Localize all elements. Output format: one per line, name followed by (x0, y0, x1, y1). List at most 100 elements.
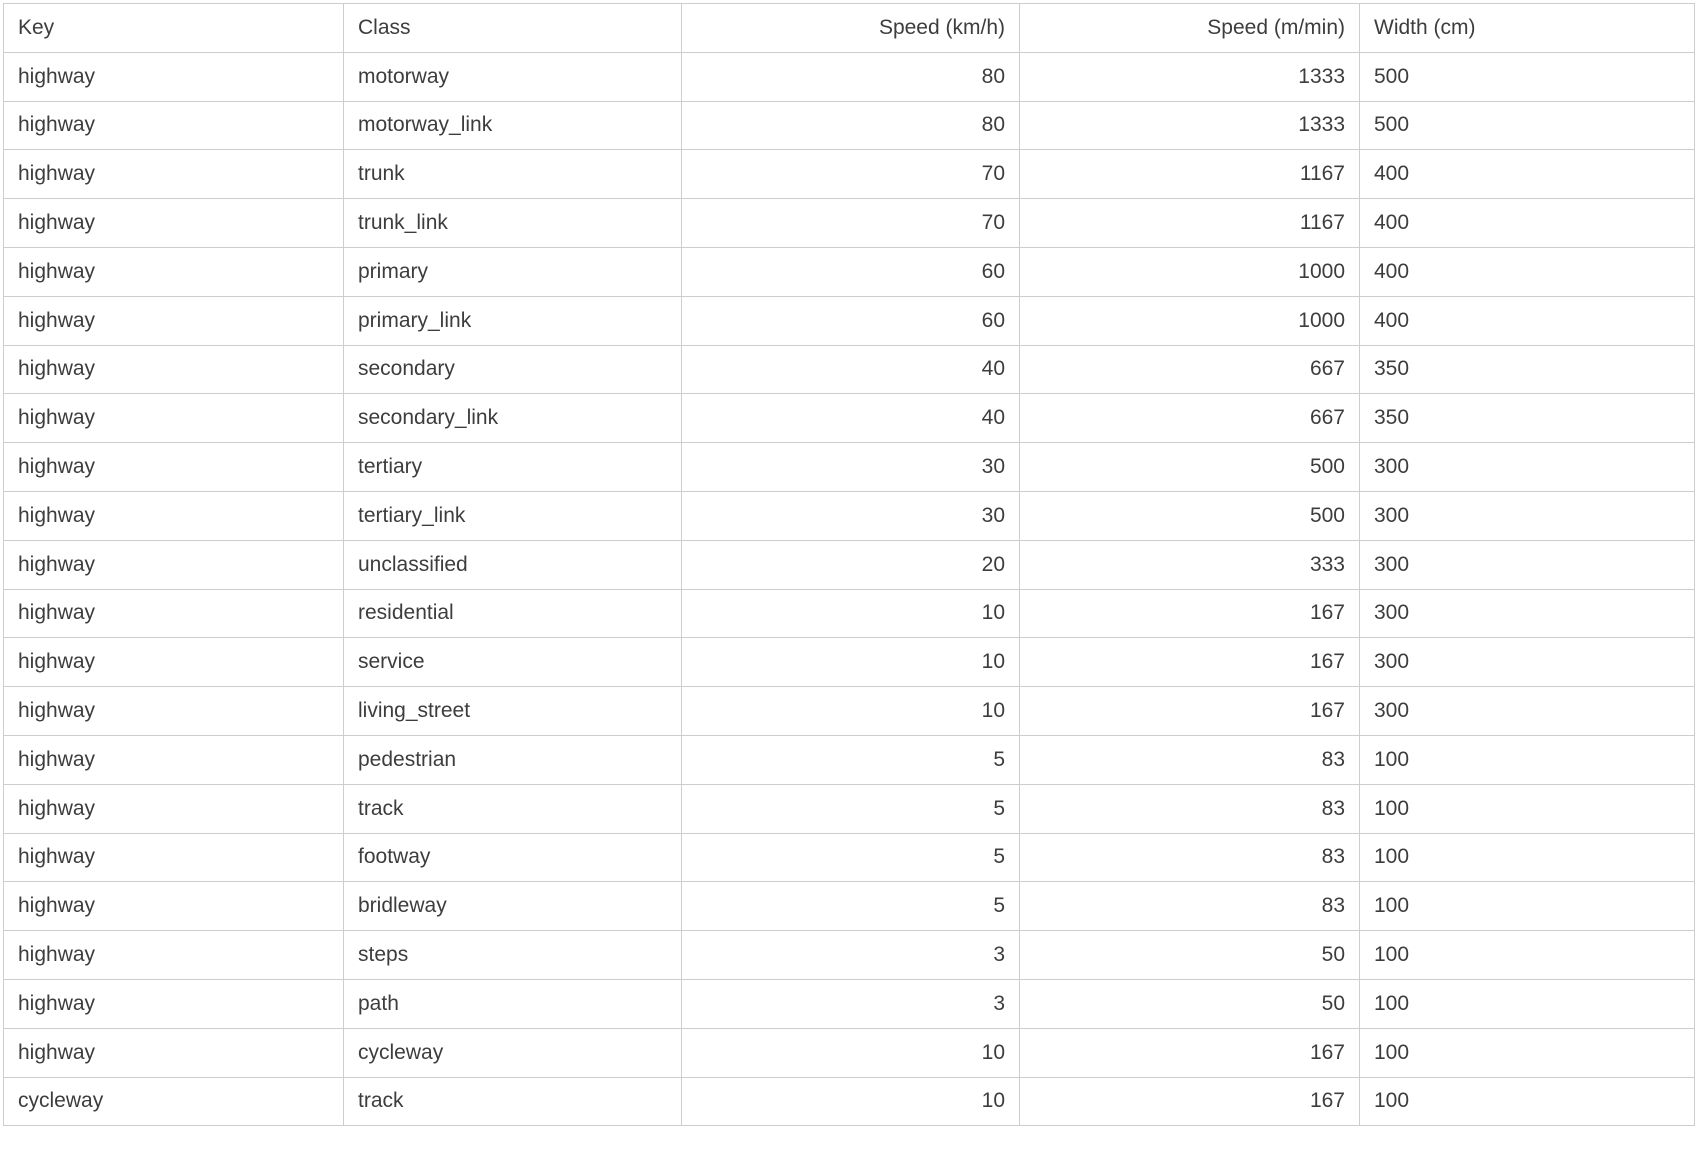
cell-key: highway (3, 490, 344, 541)
cell-width-cm: 400 (1359, 246, 1695, 297)
cell-speed-kmh: 40 (681, 344, 1020, 395)
cell-speed-kmh: 80 (681, 100, 1020, 151)
cell-width-cm: 350 (1359, 393, 1695, 444)
cell-speed-kmh: 10 (681, 1027, 1020, 1078)
cell-speed-mmin: 167 (1019, 1027, 1360, 1078)
cell-class: secondary_link (343, 393, 682, 444)
cell-speed-mmin: 167 (1019, 588, 1360, 639)
cell-width-cm: 500 (1359, 51, 1695, 102)
cell-key: highway (3, 295, 344, 346)
cell-key: highway (3, 734, 344, 785)
table-row: highway path 3 50 100 (3, 978, 1695, 1029)
table-row: highway secondary_link 40 667 350 (3, 393, 1695, 444)
cell-width-cm: 100 (1359, 734, 1695, 785)
cell-speed-mmin: 1333 (1019, 100, 1360, 151)
header-row: Key Class Speed (km/h) Speed (m/min) Width (… (3, 3, 1695, 53)
cell-width-cm: 300 (1359, 539, 1695, 590)
column-header-width-cm: Width (cm) (1359, 3, 1695, 53)
cell-speed-mmin: 50 (1019, 978, 1360, 1029)
table-row: highway steps 3 50 100 (3, 930, 1695, 980)
cell-width-cm: 100 (1359, 832, 1695, 883)
cell-key: highway (3, 149, 344, 200)
cell-key: highway (3, 783, 344, 834)
table-row: highway primary 60 1000 400 (3, 246, 1695, 297)
cell-key: highway (3, 344, 344, 395)
cell-class: secondary (343, 344, 682, 395)
cell-speed-mmin: 1333 (1019, 51, 1360, 102)
cell-speed-kmh: 20 (681, 539, 1020, 590)
table-row: highway trunk 70 1167 400 (3, 149, 1695, 200)
column-header-class: Class (343, 3, 682, 53)
cell-class: primary_link (343, 295, 682, 346)
cell-speed-mmin: 667 (1019, 344, 1360, 395)
cell-width-cm: 300 (1359, 442, 1695, 492)
cell-speed-mmin: 1167 (1019, 198, 1360, 248)
table-row: cycleway track 10 167 100 (3, 1076, 1695, 1127)
cell-class: unclassified (343, 539, 682, 590)
cell-key: highway (3, 1027, 344, 1078)
cell-speed-kmh: 10 (681, 1076, 1020, 1127)
column-header-speed-kmh: Speed (km/h) (681, 3, 1020, 53)
cell-class: path (343, 978, 682, 1029)
cell-speed-kmh: 5 (681, 734, 1020, 785)
cell-speed-mmin: 167 (1019, 1076, 1360, 1127)
table-row: highway secondary 40 667 350 (3, 344, 1695, 395)
cell-class: trunk (343, 149, 682, 200)
table-row: highway bridleway 5 83 100 (3, 881, 1695, 932)
table-row: highway pedestrian 5 83 100 (3, 734, 1695, 785)
cell-class: service (343, 637, 682, 688)
table-row: highway residential 10 167 300 (3, 588, 1695, 639)
cell-width-cm: 300 (1359, 686, 1695, 736)
cell-width-cm: 100 (1359, 881, 1695, 932)
table-row: highway motorway 80 1333 500 (3, 51, 1695, 102)
cell-key: highway (3, 978, 344, 1029)
cell-class: trunk_link (343, 198, 682, 248)
cell-key: cycleway (3, 1076, 344, 1127)
cell-key: highway (3, 930, 344, 980)
cell-width-cm: 100 (1359, 1076, 1695, 1127)
cell-class: cycleway (343, 1027, 682, 1078)
table-row: highway motorway_link 80 1333 500 (3, 100, 1695, 151)
cell-speed-mmin: 500 (1019, 490, 1360, 541)
cell-speed-kmh: 3 (681, 978, 1020, 1029)
cell-speed-mmin: 83 (1019, 881, 1360, 932)
cell-speed-kmh: 5 (681, 783, 1020, 834)
cell-speed-mmin: 167 (1019, 686, 1360, 736)
cell-class: living_street (343, 686, 682, 736)
cell-speed-mmin: 667 (1019, 393, 1360, 444)
cell-width-cm: 500 (1359, 100, 1695, 151)
cell-speed-kmh: 60 (681, 246, 1020, 297)
cell-speed-mmin: 1000 (1019, 246, 1360, 297)
cell-width-cm: 300 (1359, 490, 1695, 541)
cell-width-cm: 350 (1359, 344, 1695, 395)
cell-width-cm: 400 (1359, 198, 1695, 248)
table-row: highway living_street 10 167 300 (3, 686, 1695, 736)
table-row: highway tertiary_link 30 500 300 (3, 490, 1695, 541)
cell-width-cm: 100 (1359, 930, 1695, 980)
table-row: highway trunk_link 70 1167 400 (3, 198, 1695, 248)
table-header: Key Class Speed (km/h) Speed (m/min) Width (… (3, 3, 1695, 53)
cell-speed-kmh: 10 (681, 686, 1020, 736)
cell-speed-kmh: 30 (681, 442, 1020, 492)
cell-speed-kmh: 10 (681, 588, 1020, 639)
speed-width-table: Key Class Speed (km/h) Speed (m/min) Width (… (3, 3, 1695, 1127)
cell-key: highway (3, 881, 344, 932)
cell-speed-mmin: 333 (1019, 539, 1360, 590)
column-header-speed-mmin: Speed (m/min) (1019, 3, 1360, 53)
cell-key: highway (3, 588, 344, 639)
cell-speed-kmh: 30 (681, 490, 1020, 541)
table-row: highway footway 5 83 100 (3, 832, 1695, 883)
table-row: highway cycleway 10 167 100 (3, 1027, 1695, 1078)
cell-speed-kmh: 5 (681, 881, 1020, 932)
cell-class: motorway (343, 51, 682, 102)
cell-key: highway (3, 637, 344, 688)
cell-speed-kmh: 60 (681, 295, 1020, 346)
cell-width-cm: 100 (1359, 978, 1695, 1029)
cell-width-cm: 300 (1359, 588, 1695, 639)
cell-class: tertiary (343, 442, 682, 492)
cell-class: footway (343, 832, 682, 883)
cell-width-cm: 100 (1359, 1027, 1695, 1078)
table-row: highway tertiary 30 500 300 (3, 442, 1695, 492)
cell-speed-mmin: 500 (1019, 442, 1360, 492)
